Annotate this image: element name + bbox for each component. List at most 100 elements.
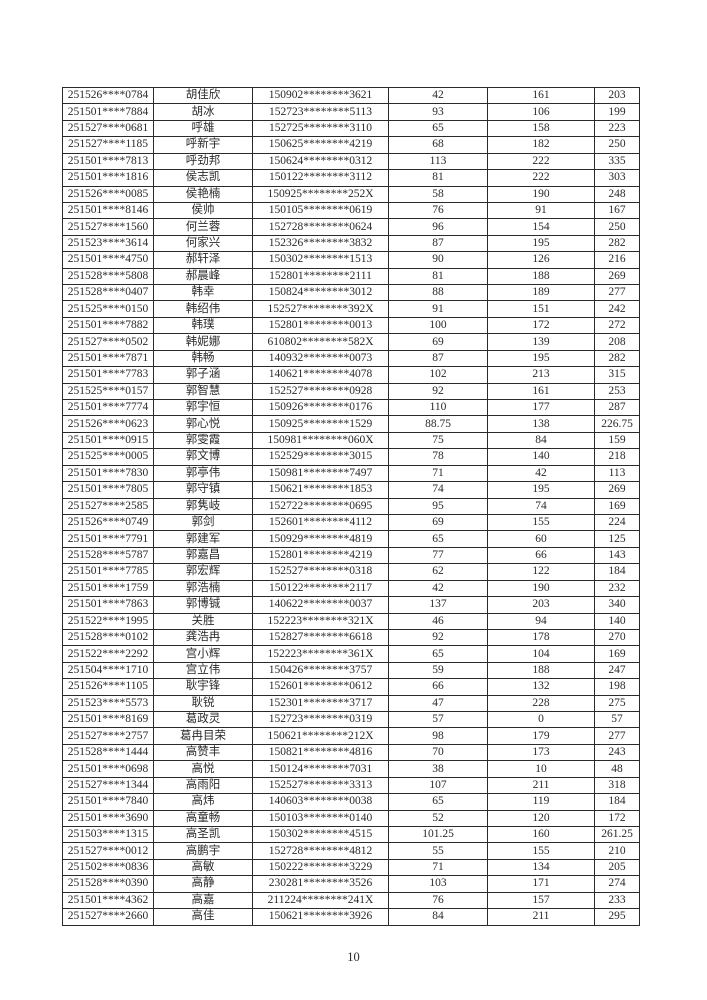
cell-name: 郭雯霞 bbox=[153, 431, 253, 450]
cell-score-1: 95 bbox=[388, 497, 488, 515]
cell-score-1: 65 bbox=[388, 530, 488, 548]
cell-score-1: 76 bbox=[388, 891, 488, 910]
cell-registration-no: 251501****7783 bbox=[62, 366, 154, 384]
cell-score-2: 179 bbox=[487, 727, 595, 745]
cell-id-number: 150926********0176 bbox=[252, 399, 389, 417]
cell-name: 高炜 bbox=[153, 793, 253, 811]
cell-name: 韩璞 bbox=[153, 316, 253, 335]
cell-id-number: 150124********7031 bbox=[252, 760, 389, 778]
cell-total: 242 bbox=[594, 300, 640, 318]
cell-name: 韩幸 bbox=[153, 284, 253, 302]
cell-score-2: 195 bbox=[487, 481, 595, 499]
cell-score-1: 92 bbox=[388, 628, 488, 647]
cell-score-1: 77 bbox=[388, 546, 488, 565]
cell-registration-no: 251501****7830 bbox=[62, 464, 154, 483]
cell-id-number: 150925********1529 bbox=[252, 415, 389, 433]
cell-score-2: 60 bbox=[487, 530, 595, 548]
cell-name: 呼劲邦 bbox=[153, 152, 253, 171]
cell-score-1: 87 bbox=[388, 349, 488, 368]
cell-registration-no: 251501****7805 bbox=[62, 481, 154, 499]
cell-score-2: 211 bbox=[487, 776, 595, 795]
cell-registration-no: 251526****0623 bbox=[62, 415, 154, 433]
cell-name: 何兰蓉 bbox=[153, 218, 253, 236]
cell-id-number: 150103********0140 bbox=[252, 809, 389, 827]
cell-total: 272 bbox=[594, 316, 640, 335]
table-row: 251527****2757 葛冉目荣 150621********212X 98 17… bbox=[62, 727, 640, 745]
cell-total: 253 bbox=[594, 382, 640, 401]
cell-total: 167 bbox=[594, 201, 640, 220]
cell-total: 205 bbox=[594, 858, 640, 877]
cell-score-2: 132 bbox=[487, 678, 595, 696]
cell-score-1: 91 bbox=[388, 300, 488, 318]
table-row: 251527****2660 高佳 150621********3926 84 211 2… bbox=[62, 908, 640, 926]
cell-score-1: 69 bbox=[388, 333, 488, 351]
table-row: 251522****1995 关胜 152223********321X 46 94 14… bbox=[62, 612, 640, 630]
table-row: 251501****3690 高童畅 150103********0140 52 120… bbox=[62, 809, 640, 827]
cell-id-number: 150621********212X bbox=[252, 727, 389, 745]
table-row: 251527****1344 高雨阳 152527********3313 107 21… bbox=[62, 776, 640, 795]
cell-name: 葛政灵 bbox=[153, 711, 253, 729]
cell-name: 侯帅 bbox=[153, 201, 253, 220]
cell-name: 韩绍伟 bbox=[153, 300, 253, 318]
table-row: 251528****5808 郝晨峰 152801********2111 81 188… bbox=[62, 267, 640, 286]
table-row: 251501****7840 高炜 140603********0038 65 119 1… bbox=[62, 793, 640, 811]
cell-name: 耿锐 bbox=[153, 694, 253, 713]
cell-name: 郭心悦 bbox=[153, 415, 253, 433]
cell-score-2: 178 bbox=[487, 628, 595, 647]
cell-score-1: 102 bbox=[388, 366, 488, 384]
cell-name: 郭守镇 bbox=[153, 481, 253, 499]
cell-score-1: 88 bbox=[388, 284, 488, 302]
cell-score-1: 55 bbox=[388, 842, 488, 860]
cell-score-2: 91 bbox=[487, 201, 595, 220]
table-row: 251501****7791 郭建军 150929********4819 65 60 1… bbox=[62, 530, 640, 548]
cell-registration-no: 251501****7840 bbox=[62, 793, 154, 811]
cell-id-number: 150105********0619 bbox=[252, 201, 389, 220]
cell-name: 高圣凯 bbox=[153, 825, 253, 844]
cell-score-2: 173 bbox=[487, 743, 595, 762]
cell-name: 郭智慧 bbox=[153, 382, 253, 401]
cell-score-1: 42 bbox=[388, 86, 488, 105]
cell-registration-no: 251525****0150 bbox=[62, 300, 154, 318]
cell-score-2: 211 bbox=[487, 908, 595, 926]
table-row: 251527****0502 韩妮娜 610802********582X 69 139… bbox=[62, 333, 640, 351]
table-row: 251527****1560 何兰蓉 152728********0624 96 154… bbox=[62, 218, 640, 236]
cell-score-1: 78 bbox=[388, 448, 488, 466]
cell-registration-no: 251526****1105 bbox=[62, 678, 154, 696]
table-row: 251501****7813 呼劲邦 150624********0312 113 22… bbox=[62, 152, 640, 171]
cell-name: 郝轩泽 bbox=[153, 251, 253, 269]
cell-id-number: 152827********6618 bbox=[252, 628, 389, 647]
cell-score-2: 222 bbox=[487, 152, 595, 171]
cell-total: 218 bbox=[594, 448, 640, 466]
table-row: 251501****0915 郭雯霞 150981********060X 75 84 1… bbox=[62, 431, 640, 450]
cell-id-number: 150302********1513 bbox=[252, 251, 389, 269]
cell-name: 呼雄 bbox=[153, 119, 253, 138]
cell-total: 275 bbox=[594, 694, 640, 713]
cell-name: 高鹏宇 bbox=[153, 842, 253, 860]
cell-score-2: 94 bbox=[487, 612, 595, 630]
cell-id-number: 152326********3832 bbox=[252, 234, 389, 253]
cell-total: 210 bbox=[594, 842, 640, 860]
cell-id-number: 150122********2117 bbox=[252, 579, 389, 598]
cell-name: 郭浩楠 bbox=[153, 579, 253, 598]
cell-id-number: 152223********321X bbox=[252, 612, 389, 630]
cell-registration-no: 251501****7884 bbox=[62, 103, 154, 121]
cell-id-number: 150981********060X bbox=[252, 431, 389, 450]
cell-registration-no: 251522****2292 bbox=[62, 645, 154, 663]
cell-name: 宫立伟 bbox=[153, 661, 253, 680]
cell-score-1: 47 bbox=[388, 694, 488, 713]
cell-total: 216 bbox=[594, 251, 640, 269]
cell-total: 223 bbox=[594, 119, 640, 138]
cell-registration-no: 251526****0085 bbox=[62, 185, 154, 203]
cell-name: 韩畅 bbox=[153, 349, 253, 368]
cell-name: 高静 bbox=[153, 875, 253, 893]
cell-id-number: 152527********0318 bbox=[252, 563, 389, 581]
cell-name: 高雨阳 bbox=[153, 776, 253, 795]
cell-score-1: 46 bbox=[388, 612, 488, 630]
cell-registration-no: 251528****5787 bbox=[62, 546, 154, 565]
cell-id-number: 150302********4515 bbox=[252, 825, 389, 844]
cell-id-number: 152801********4219 bbox=[252, 546, 389, 565]
cell-total: 269 bbox=[594, 481, 640, 499]
cell-score-2: 203 bbox=[487, 596, 595, 614]
cell-id-number: 211224********241X bbox=[252, 891, 389, 910]
